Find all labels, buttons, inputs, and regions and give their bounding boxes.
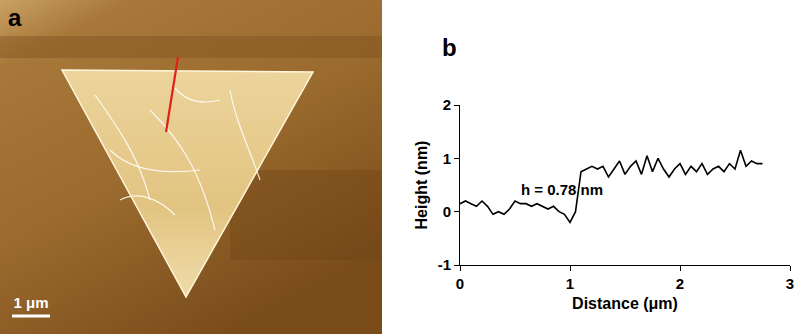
svg-text:0: 0 [443,203,451,220]
svg-text:-1: -1 [438,256,451,273]
svg-text:3: 3 [786,275,794,292]
svg-text:a: a [8,4,22,31]
svg-text:b: b [442,34,457,61]
svg-text:h = 0.78 nm: h = 0.78 nm [521,181,603,198]
svg-text:Distance (μm): Distance (μm) [572,295,678,312]
svg-text:2: 2 [443,96,451,113]
svg-text:1: 1 [566,275,574,292]
svg-text:Height (nm): Height (nm) [413,141,430,230]
svg-text:0: 0 [456,275,464,292]
svg-text:1 μm: 1 μm [13,294,48,311]
svg-text:1: 1 [443,150,451,167]
svg-text:2: 2 [676,275,684,292]
